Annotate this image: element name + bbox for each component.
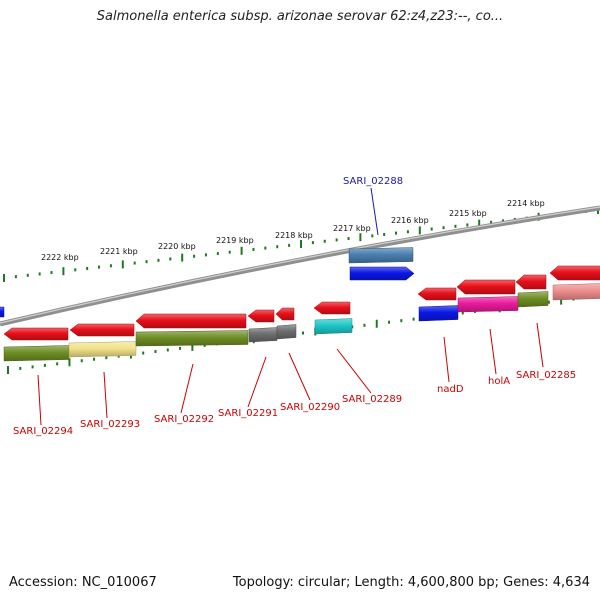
ruler-label: 2217 kbp	[333, 224, 371, 233]
gene-arrow-sari-02294[interactable]	[3, 327, 69, 341]
gene-arrow-sari-02285[interactable]	[515, 274, 547, 290]
ruler-label: 2218 kbp	[275, 231, 313, 240]
leader-line	[288, 352, 311, 401]
cog-box-sari-02292[interactable]	[135, 330, 249, 347]
gene-features	[0, 247, 600, 362]
gene-arrow-nadd[interactable]	[417, 287, 457, 301]
ruler-label: 2216 kbp	[391, 216, 429, 225]
ruler-label: 2221 kbp	[100, 247, 138, 256]
gene-arrow-edge-left[interactable]	[0, 306, 5, 318]
gene-arrow-sari-02292[interactable]	[135, 313, 247, 329]
gene-arrow-edge-right[interactable]	[549, 265, 600, 281]
leader-line	[489, 328, 497, 375]
ruler-label: 2222 kbp	[41, 253, 79, 262]
genome-backbone-highlight	[0, 206, 600, 324]
gene-label-sari-02285[interactable]: SARI_02285	[516, 370, 576, 381]
gene-arrow-sari-02293[interactable]	[69, 323, 135, 337]
gene-label-sari-02290[interactable]: SARI_02290	[280, 402, 340, 413]
cog-box-sari-02290[interactable]	[276, 324, 297, 340]
cog-box-hola[interactable]	[457, 296, 519, 313]
cog-box-sari-02288[interactable]	[348, 247, 414, 264]
cog-box-sari-02293[interactable]	[68, 341, 137, 358]
leader-line	[536, 322, 544, 368]
gene-label-sari-02292[interactable]: SARI_02292	[154, 414, 214, 425]
cog-box-sari-02291[interactable]	[248, 327, 278, 343]
ruler-label: 2214 kbp	[507, 199, 545, 208]
leader-line	[370, 187, 379, 236]
map-title: Salmonella enterica subsp. arizonae sero…	[96, 9, 504, 24]
ruler-label: 2215 kbp	[449, 209, 487, 218]
gene-label-sari-02289[interactable]: SARI_02289	[342, 394, 402, 405]
cog-box-edge-right[interactable]	[552, 283, 600, 301]
gene-label-sari-02291[interactable]: SARI_02291	[218, 408, 278, 419]
gene-arrow-sari-02288[interactable]	[349, 266, 415, 281]
ruler-label: 2219 kbp	[216, 236, 254, 245]
leader-line	[443, 336, 450, 383]
genome-backbone	[0, 205, 600, 327]
accession-text: Accession: NC_010067	[9, 575, 157, 590]
leader-line	[180, 363, 194, 414]
gene-labels: SARI_02288 SARI_02294 SARI_02293 SARI_02292…	[13, 176, 576, 437]
leader-line	[103, 371, 108, 419]
cog-box-sari-02294[interactable]	[3, 345, 70, 362]
gene-arrow-sari-02291[interactable]	[247, 309, 275, 323]
leader-line	[37, 374, 42, 426]
ruler-labels: 2222 kbp 2221 kbp 2220 kbp 2219 kbp 2218 kbp…	[41, 199, 545, 262]
ruler-label: 2220 kbp	[158, 242, 196, 251]
label-leader-lines	[37, 187, 544, 426]
gene-label-sari-02294[interactable]: SARI_02294	[13, 426, 73, 437]
leader-line	[247, 356, 267, 408]
gene-label-hola[interactable]: holA	[488, 376, 510, 387]
gene-label-sari-02288[interactable]: SARI_02288	[343, 176, 403, 187]
gene-label-sari-02293[interactable]: SARI_02293	[80, 419, 140, 430]
topology-text: Topology: circular; Length: 4,600,800 bp…	[232, 575, 590, 590]
ruler-ticks-top	[3, 206, 599, 282]
gene-label-nadd[interactable]: nadD	[437, 384, 464, 395]
cog-box-nadd[interactable]	[418, 305, 459, 322]
gene-arrow-hola[interactable]	[456, 279, 516, 295]
cog-box-sari-02285[interactable]	[517, 291, 549, 308]
cog-box-sari-02289[interactable]	[314, 318, 353, 335]
gene-arrow-sari-02290[interactable]	[275, 307, 295, 321]
gene-arrow-sari-02289[interactable]	[313, 301, 351, 315]
leader-line	[336, 348, 372, 394]
